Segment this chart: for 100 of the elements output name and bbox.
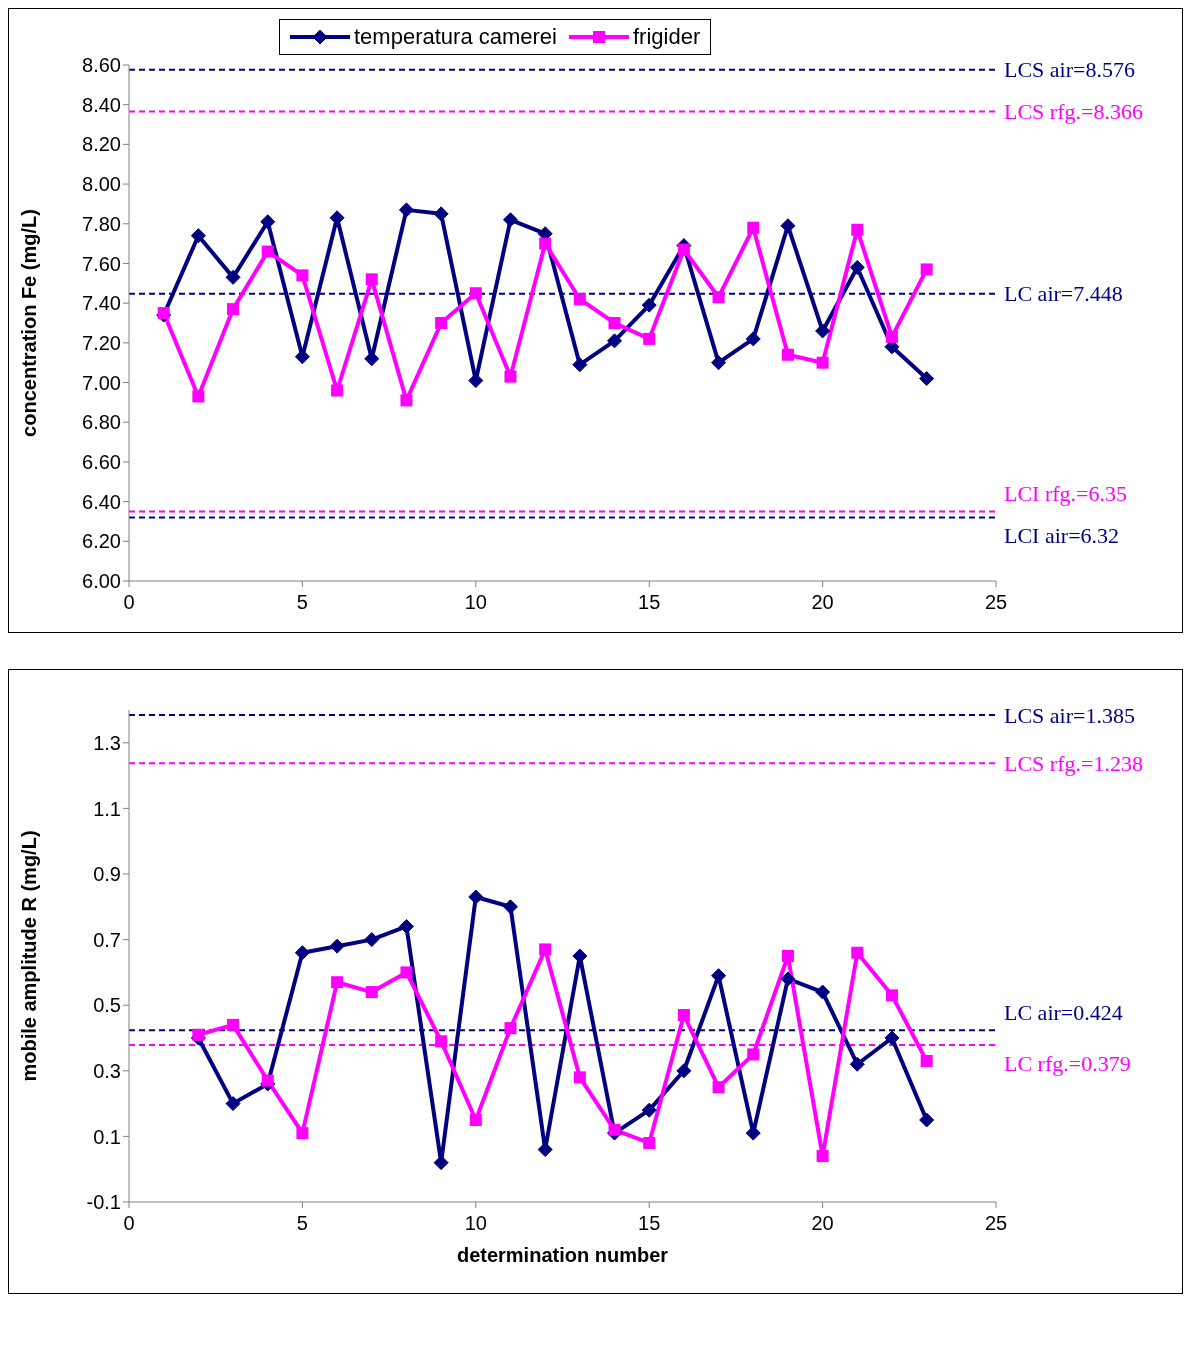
y-tick-label: 1.3 [93,731,121,754]
point [398,202,414,218]
point [641,297,657,313]
y-tick-label: 7.40 [82,292,121,315]
point [502,212,518,228]
point [469,1114,482,1126]
point [572,357,588,373]
point [435,317,448,329]
point [468,889,484,905]
ref-line-label: LCS air=1.385 [1004,702,1135,728]
y-tick-label: 0.7 [93,928,121,951]
y-tick-label: 7.80 [82,212,121,235]
y-tick-label: 8.60 [82,54,121,77]
point [225,1096,241,1112]
ref-line-label: LCI rfg.=6.35 [1004,481,1127,507]
point [711,355,727,371]
x-tick-label: 0 [123,591,135,614]
point [433,206,449,222]
point [781,950,794,962]
y-tick-label: 8.00 [82,173,121,196]
point [537,1142,553,1158]
point [227,303,240,316]
point [747,1048,760,1061]
x-tick-label: 25 [984,1212,1008,1235]
y-tick-label: 1.1 [93,797,121,820]
point [919,1112,935,1128]
point [260,214,276,230]
x-tick-label: 15 [638,591,661,614]
point [780,971,796,987]
point [573,293,586,306]
ref-line-label: LC rfg.=0.379 [1004,1050,1131,1076]
point [261,1074,274,1087]
x-axis-title: determination number [456,1244,669,1266]
point [815,323,831,339]
point [192,390,205,403]
point [400,966,413,979]
legend-label: frigider [632,24,701,50]
x-tick-label: 15 [638,1212,661,1235]
point [192,1028,205,1041]
y-tick-label: 6.80 [82,411,121,434]
point [539,237,552,250]
x-tick-label: 10 [464,591,487,614]
y-tick-label: 6.00 [82,570,121,593]
point [331,384,344,397]
point [884,1030,900,1046]
point [261,245,274,258]
point [364,932,380,948]
ref-line-label: LCS rfg.=1.238 [1004,750,1143,776]
point [539,943,552,956]
point [815,984,831,1000]
point [712,1081,725,1094]
y-tick-label: 8.20 [82,133,121,156]
x-tick-label: 5 [296,591,308,614]
point [400,394,413,407]
point [851,223,864,236]
point [225,269,241,285]
point [331,976,344,989]
point [712,291,725,304]
y-axis-title: mobile amplitude R (mg/L) [18,830,41,1082]
point [502,899,518,915]
y-tick-label: 0.1 [93,1125,121,1148]
point [781,348,794,361]
point [227,1018,240,1031]
point [885,330,898,343]
point [608,1123,621,1136]
point [294,945,310,961]
x-tick-label: 20 [811,591,834,614]
y-tick-label: 6.20 [82,530,121,553]
point [920,263,933,276]
point [643,1136,656,1149]
x-tick-label: 25 [984,591,1008,614]
point [504,1022,517,1035]
point [851,946,864,959]
point [190,228,206,244]
point [573,1071,586,1084]
y-tick-label: 7.00 [82,371,121,394]
x-tick-label: 10 [464,1212,487,1235]
x-tick-label: 0 [123,1212,135,1235]
point [919,371,935,387]
x-tick-label: 20 [811,1212,834,1235]
y-tick-label: -0.1 [86,1191,121,1214]
point [608,317,621,329]
y-axis-title: concentration Fe (mg/L) [18,209,41,437]
point [885,989,898,1002]
point [296,1127,309,1140]
point [398,918,414,934]
point [435,1035,448,1048]
point [849,259,865,275]
x-tick-label: 5 [296,1212,308,1235]
point [677,243,690,256]
y-tick-label: 7.60 [82,252,121,275]
ref-line-label: LCS air=8.576 [1004,57,1135,83]
ref-line-label: LCI air=6.32 [1004,523,1120,549]
point [920,1054,933,1067]
point [607,333,623,349]
y-tick-label: 0.5 [93,994,121,1017]
point [747,221,760,234]
ref-line-label: LC air=7.448 [1004,281,1123,307]
point [365,986,378,999]
y-tick-label: 6.40 [82,490,121,513]
